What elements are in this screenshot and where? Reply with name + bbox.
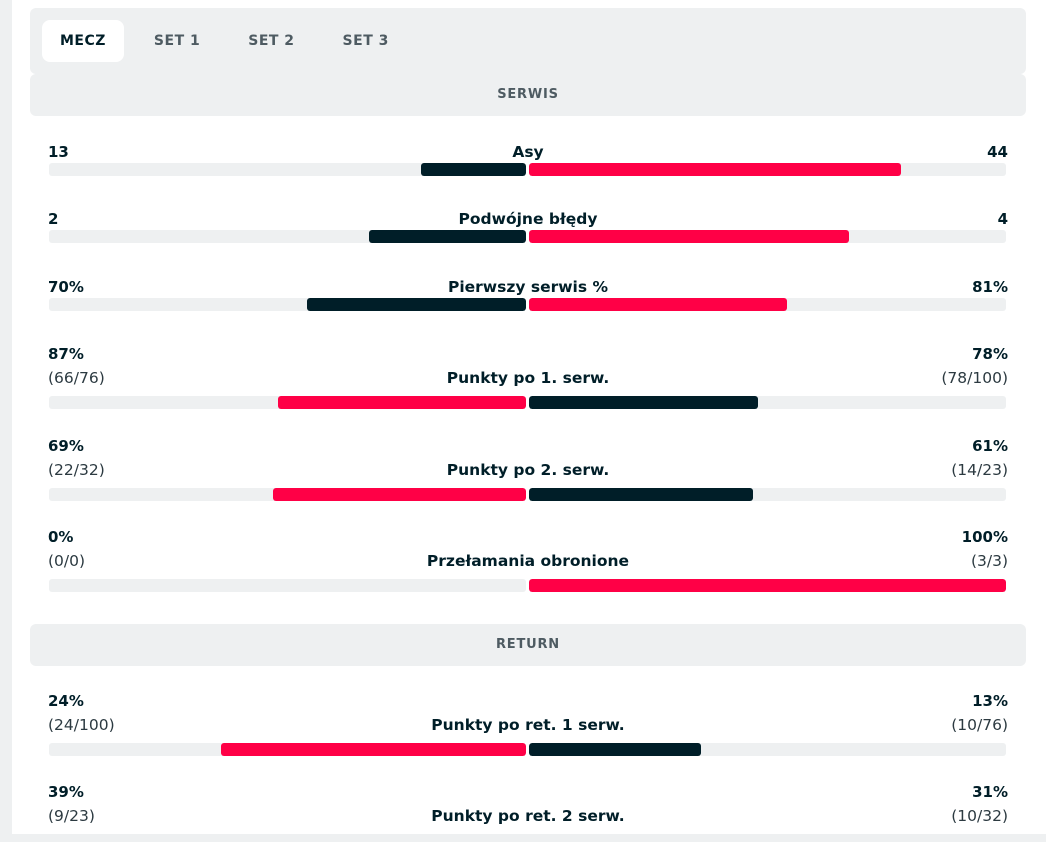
match-stats-panel: MECZ SET 1 SET 2 SET 3 SERWIS 13 Asy 44 … xyxy=(30,8,1026,836)
stat-left-value: 87% xyxy=(48,345,84,363)
stat-left-detail: (22/32) xyxy=(48,461,105,479)
stat-left-value: 70% xyxy=(48,278,84,296)
stat-right-value: 100% xyxy=(961,528,1008,546)
stat-right-detail: (78/100) xyxy=(941,369,1008,387)
stat-label: Podwójne błędy xyxy=(458,210,598,228)
stat-left-bar xyxy=(49,743,526,756)
stat-right-bar xyxy=(529,579,1006,592)
stat-left-value: 69% xyxy=(48,437,84,455)
stat-left-value: 13 xyxy=(48,143,69,161)
stat-label: Punkty po 2. serw. xyxy=(446,461,610,479)
stat-left-detail: (24/100) xyxy=(48,716,115,734)
section-header-return: RETURN xyxy=(30,624,1026,666)
stat-right-value: 13% xyxy=(972,692,1008,710)
section-header-serwis: SERWIS xyxy=(30,74,1026,116)
page-frame-left xyxy=(0,0,12,842)
stat-right-fill xyxy=(529,396,758,409)
tab-set-1[interactable]: SET 1 xyxy=(153,33,201,49)
stat-left-bar xyxy=(49,579,526,592)
stat-right-value: 44 xyxy=(987,143,1008,161)
page-frame-bottom xyxy=(0,834,1046,842)
stat-label: Asy xyxy=(512,143,544,161)
stat-label: Przełamania obronione xyxy=(426,552,630,570)
stat-right-detail: (14/23) xyxy=(951,461,1008,479)
tab-set-2[interactable]: SET 2 xyxy=(248,33,295,49)
stat-left-bar xyxy=(49,488,526,501)
stat-left-value: 2 xyxy=(48,210,59,228)
stat-left-bar xyxy=(49,396,526,409)
stat-left-fill xyxy=(368,230,526,243)
stat-left-fill xyxy=(277,396,526,409)
stat-left-value: 39% xyxy=(48,783,84,801)
stat-left-fill xyxy=(421,163,526,176)
tab-mecz[interactable]: MECZ xyxy=(42,20,124,62)
stat-right-value: 61% xyxy=(972,437,1008,455)
stat-label: Punkty po 1. serw. xyxy=(446,369,610,387)
stat-left-bar xyxy=(49,163,526,176)
stat-right-fill xyxy=(529,488,754,501)
stat-right-value: 31% xyxy=(972,783,1008,801)
stat-right-value: 78% xyxy=(972,345,1008,363)
tab-set-3[interactable]: SET 3 xyxy=(342,33,389,49)
stat-right-detail: (10/76) xyxy=(951,716,1008,734)
stat-right-fill xyxy=(529,230,849,243)
stat-right-bar xyxy=(529,163,1006,176)
stat-right-bar xyxy=(529,298,1006,311)
stat-left-detail: (9/23) xyxy=(48,807,95,825)
stat-right-fill xyxy=(529,298,787,311)
stat-right-bar xyxy=(529,743,1006,756)
stat-left-bar xyxy=(49,298,526,311)
stat-label: Punkty po ret. 2 serw. xyxy=(431,807,625,825)
serwis-stats: 13 Asy 44 2 Podwójne błędy 4 70% Pierwsz… xyxy=(30,116,1026,624)
stat-left-fill xyxy=(273,488,526,501)
stat-right-bar xyxy=(529,396,1006,409)
stat-left-detail: (0/0) xyxy=(48,552,86,570)
return-stats: 24% (24/100) Punkty po ret. 1 serw. 13% … xyxy=(30,666,1026,836)
stat-left-fill xyxy=(220,743,526,756)
stat-left-value: 24% xyxy=(48,692,84,710)
stat-left-value: 0% xyxy=(48,528,74,546)
stat-left-bar xyxy=(49,230,526,243)
stat-left-detail: (66/76) xyxy=(48,369,105,387)
stat-right-detail: (3/3) xyxy=(970,552,1008,570)
stat-right-value: 81% xyxy=(972,278,1008,296)
stat-right-fill xyxy=(529,743,701,756)
stat-right-bar xyxy=(529,488,1006,501)
stat-left-fill xyxy=(306,298,526,311)
stat-right-bar xyxy=(529,230,1006,243)
period-tabs: MECZ SET 1 SET 2 SET 3 xyxy=(30,8,1026,74)
stat-right-value: 4 xyxy=(997,210,1008,228)
stat-right-fill xyxy=(529,579,1006,592)
stat-right-detail: (10/32) xyxy=(951,807,1008,825)
stat-label: Pierwszy serwis % xyxy=(447,278,609,296)
stat-right-fill xyxy=(529,163,902,176)
stat-label: Punkty po ret. 1 serw. xyxy=(431,716,625,734)
